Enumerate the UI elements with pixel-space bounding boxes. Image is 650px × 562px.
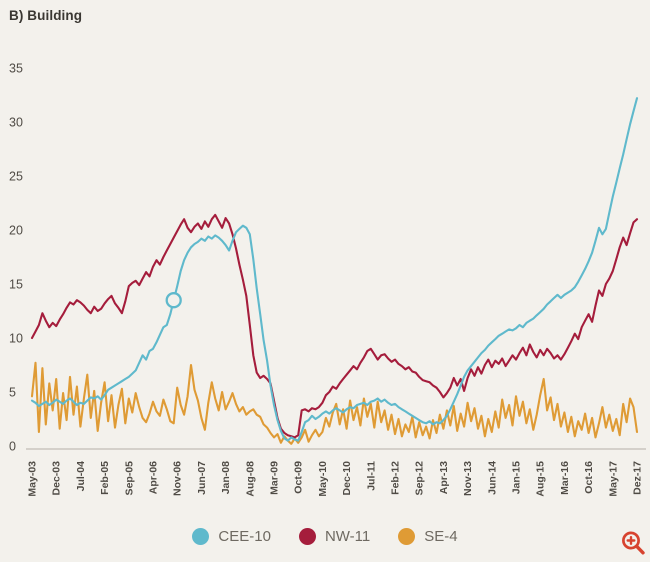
x-axis-tick-label: Jun-07: [196, 461, 208, 495]
x-axis-tick-label: Feb-12: [390, 461, 402, 495]
series-line-cee-10: [30, 97, 639, 442]
y-axis-tick-label: 10: [9, 332, 23, 346]
chart-legend: CEE-10 NW-11 SE-4: [0, 528, 650, 545]
chart-title: B) Building: [9, 8, 83, 23]
x-axis-tick-label: Jul-11: [365, 461, 377, 491]
x-axis-tick-label: Jan-15: [511, 461, 523, 494]
x-axis-tick-label: Apr-13: [438, 461, 450, 494]
x-axis-tick-label: Dec-03: [51, 461, 63, 496]
x-axis-tick-label: May-03: [27, 461, 39, 497]
se4-color-dot-icon: [398, 528, 416, 545]
x-axis-tick-label: Mar-09: [269, 461, 281, 495]
x-axis-tick-label: Sep-12: [414, 461, 426, 496]
legend-label-nw11: NW-11: [324, 528, 371, 545]
y-axis-tick-label: 15: [9, 278, 23, 292]
legend-label-se4: SE-4: [424, 528, 458, 545]
legend-item-nw11: NW-11: [298, 528, 371, 545]
legend-item-se4: SE-4: [398, 528, 458, 545]
y-axis-tick-label: 35: [9, 62, 23, 76]
x-axis-tick-label: Oct-16: [583, 461, 595, 494]
legend-item-cee10: CEE-10: [192, 528, 271, 545]
x-axis-tick-label: May-10: [317, 461, 329, 497]
x-axis-tick-label: Jun-14: [486, 461, 498, 495]
x-axis-tick-label: Apr-06: [148, 461, 160, 494]
x-axis-tick-label: Nov-06: [172, 461, 184, 496]
x-axis-tick-label: May-17: [607, 461, 619, 497]
y-axis-tick-label: 5: [9, 386, 16, 400]
x-axis-tick-label: Feb-05: [99, 461, 111, 495]
x-axis-tick-label: Mar-16: [559, 461, 571, 495]
zoom-in-icon[interactable]: [620, 530, 647, 557]
cee10-color-dot-icon: [192, 528, 210, 545]
x-axis-tick-label: Aug-15: [535, 461, 547, 497]
series-line-se-4: [30, 361, 639, 445]
highlight-point-marker: [165, 292, 182, 309]
x-axis-tick-label: Nov-13: [462, 461, 474, 496]
x-axis-tick-label: Dez-17: [632, 461, 644, 495]
y-axis-tick-label: 0: [9, 440, 16, 454]
x-axis-tick-label: Dec-10: [341, 461, 353, 496]
x-axis-tick-label: Jan-08: [220, 461, 232, 494]
x-axis-tick-label: Oct-09: [293, 461, 305, 494]
x-axis-tick-label: Jul-04: [75, 461, 87, 492]
x-axis-tick-label: Aug-08: [244, 461, 256, 497]
y-axis-tick-label: 20: [9, 224, 23, 238]
legend-label-cee10: CEE-10: [218, 528, 271, 545]
y-axis-tick-label: 25: [9, 170, 23, 184]
line-chart-canvas: 0 5 10 15 20 25 30 35 May-03 Dec-03 Jul-04 Feb-05 Se…: [9, 62, 646, 497]
x-axis-tick-label: Sep-05: [123, 461, 135, 496]
series-line-nw-11: [30, 213, 639, 439]
y-axis-tick-label: 30: [9, 116, 23, 130]
nw11-color-dot-icon: [298, 528, 316, 545]
